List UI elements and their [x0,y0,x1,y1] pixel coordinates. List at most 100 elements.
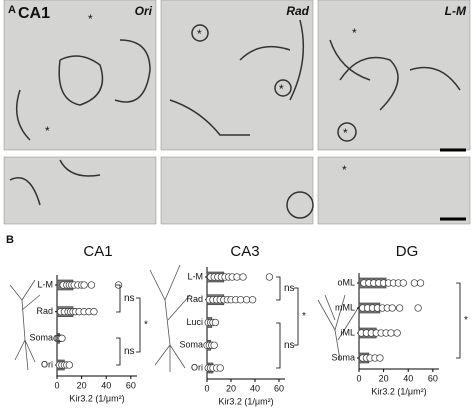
chart-title: CA1 [83,243,112,260]
y-tick-label: Soma [331,352,355,362]
y-tick-label: mML [335,302,355,312]
data-point [395,304,404,312]
x-tick-label: 20 [226,383,236,393]
marker: * [197,27,202,41]
data-point [239,273,247,281]
significance-label: * [464,315,468,326]
data-point [399,279,407,287]
x-tick-label: 20 [379,373,389,383]
data-point [242,296,251,304]
membrane [169,19,305,136]
data-point [87,281,96,289]
y-tick-label: Rad [36,306,53,316]
marker: * [279,82,284,96]
x-axis-label: Kir3.2 (1/μm²) [371,386,426,396]
y-tick-label: oML [337,277,355,287]
significance-label: ns [284,283,295,294]
micrographs [3,0,471,225]
chart-title: CA3 [230,243,259,260]
x-axis-label: Kir3.2 (1/μm²) [69,393,124,403]
y-tick-label: Luci [186,317,203,327]
data-point [211,318,220,327]
marker: * [45,124,50,138]
neuron-drawings [9,264,361,372]
data-point [236,296,245,304]
layer-label: Ori [135,4,153,18]
neuron [9,279,41,371]
marker: * [88,12,93,26]
significance-label: * [144,320,148,331]
x-tick-label: 60 [126,380,136,390]
significance-label: ns [284,340,295,351]
cell-profile [337,122,357,142]
layer-label: L-M [445,4,467,18]
chart-title: DG [396,243,419,260]
neuron [149,264,191,372]
significance-label: ns [124,293,135,304]
y-tick-label: Soma [29,333,53,343]
x-tick-label: 40 [250,383,260,393]
data-point [216,364,224,372]
x-tick-label: 60 [274,383,284,393]
data-point [376,354,384,362]
data-point [265,273,274,281]
data-point [393,329,401,337]
micrograph [317,156,471,225]
panel-label: B [6,234,14,246]
x-tick-label: 40 [403,373,413,383]
data-point [387,329,395,337]
y-tick-label: Rad [186,294,203,304]
panel-label: A [8,4,16,16]
data-point [65,361,73,369]
bracket [456,282,461,359]
y-tick-label: Ori [191,362,203,372]
significance-label: * [302,311,306,322]
bracket [136,297,141,353]
micrograph [3,0,157,151]
x-tick-label: 0 [356,373,361,383]
y-tick-label: iML [340,327,355,337]
membrane [15,39,151,141]
cell-profile [274,79,292,97]
cell-profile [286,191,314,219]
region-label: CA1 [18,5,50,22]
bracket [276,322,281,369]
x-tick-label: 60 [428,373,438,383]
micrograph [160,156,314,225]
y-tick-label: L-M [188,271,204,281]
marker: * [343,126,348,140]
data-point [80,281,88,289]
data-point [90,308,98,316]
bracket [116,284,121,313]
marker: * [342,163,347,177]
x-tick-label: 0 [54,380,59,390]
bracket [276,276,281,301]
neuron [317,294,361,361]
bracket [116,337,121,366]
y-tick-label: L-M [38,279,54,289]
membrane [9,159,101,206]
x-tick-label: 20 [77,380,87,390]
marker: * [352,26,357,40]
data-point [210,341,218,349]
bracket [294,287,299,346]
x-tick-label: 40 [101,380,111,390]
y-tick-label: Ori [41,359,53,369]
layer-label: Rad [286,4,309,18]
data-point [248,296,257,304]
x-axis-label: Kir3.2 (1/μm²) [218,396,273,406]
y-tick-label: Soma [179,340,203,350]
membrane [329,39,461,111]
data-point [410,279,419,287]
significance-label: ns [124,346,135,357]
data-point [414,304,422,312]
data-point [58,334,66,342]
micrograph [160,0,314,151]
cell-profile [191,24,209,42]
data-point [416,279,425,287]
data-point [388,304,396,312]
micrograph [3,156,157,225]
data-point [233,273,241,281]
x-tick-label: 0 [204,383,209,393]
